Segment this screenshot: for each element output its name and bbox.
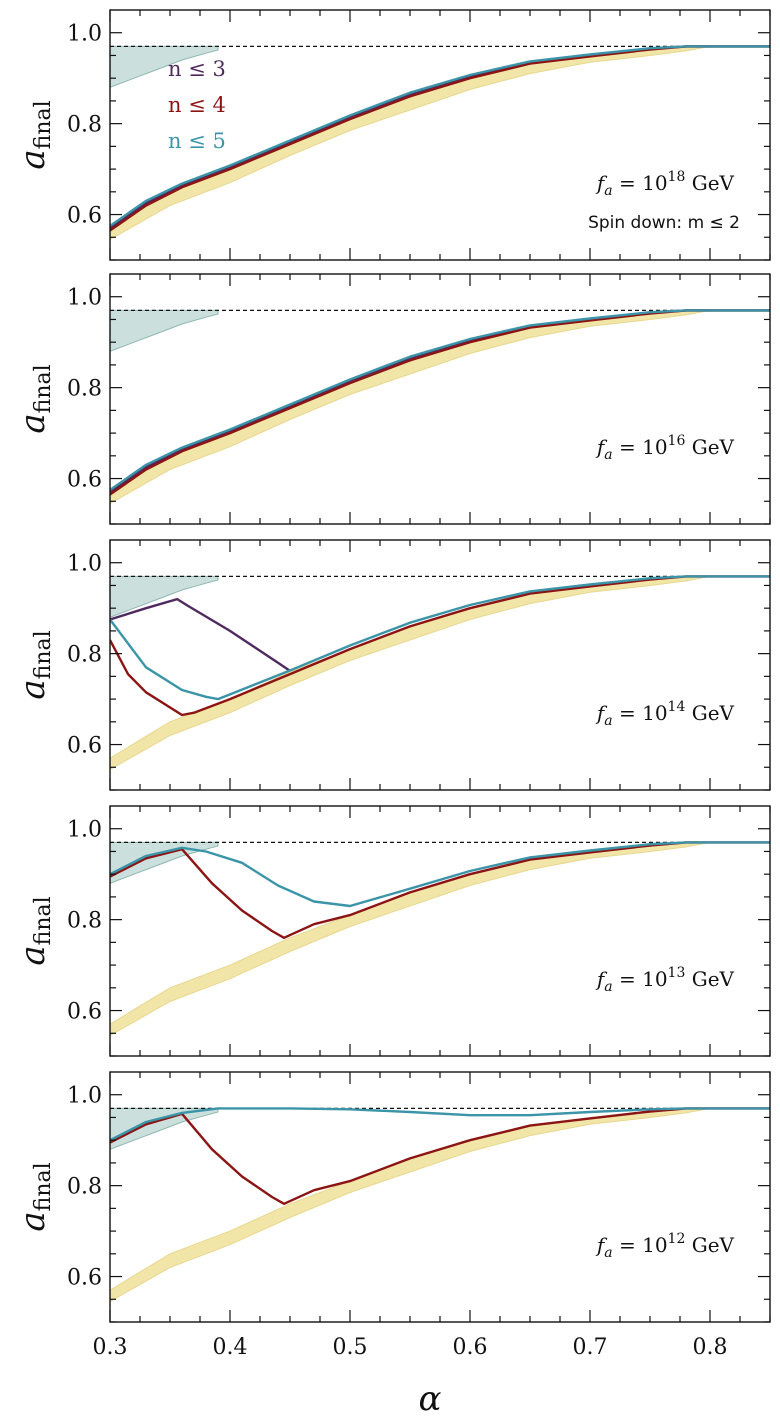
legend-entry: n ≤ 3 [168,57,226,81]
series-line-n4 [110,1107,770,1206]
y-tick-label: 0.6 [67,1000,102,1025]
y-axis-label-main: a [13,679,53,699]
panel-fa-label: fa = 1018 GeV [595,169,735,199]
spin-band [110,841,770,1037]
y-tick-label: 0.8 [67,1175,102,1200]
series-line-n5 [110,841,770,908]
fa-equals: = 10 [613,435,668,459]
y-tick-label: 0.6 [67,204,102,229]
fa-exponent: 13 [668,965,686,981]
x-tick-label: 0.4 [213,1335,248,1360]
panel-fa-label: fa = 1016 GeV [595,433,735,463]
fa-unit: GeV [685,171,734,195]
x-tick-label: 0.6 [453,1335,488,1360]
panel-fa-label: fa = 1014 GeV [595,699,735,729]
excluded-shade [110,575,219,618]
y-tick-label: 1.0 [67,22,102,47]
y-axis-label-sub: final [31,630,56,679]
y-axis-label-sub: final [31,100,56,149]
fa-equals: = 10 [613,701,668,725]
y-tick-label: 0.6 [67,468,102,493]
y-tick-label: 0.6 [67,734,102,759]
y-axis-label: afinal [13,364,56,433]
fa-exponent: 16 [668,433,686,449]
y-tick-label: 1.0 [67,1084,102,1109]
legend-entry: n ≤ 4 [168,93,226,117]
fa-equals: = 10 [613,1233,668,1257]
series-line-n4 [110,575,770,717]
fa-subscript: a [604,1245,612,1261]
spin-band [110,1107,770,1303]
fa-subscript: a [604,979,612,995]
spin-down-note: Spin down: m ≤ 2 [588,213,740,233]
y-axis-label: afinal [13,100,56,169]
fa-exponent: 14 [668,699,686,715]
fa-exponent: 18 [668,169,686,185]
plot-area [110,575,770,771]
y-axis-label-main: a [13,413,53,433]
y-axis-label: afinal [13,896,56,965]
fa-unit: GeV [685,967,734,991]
legend-entry: n ≤ 5 [168,129,226,153]
series-line-n5 [110,575,770,701]
series-line-n3 [110,597,291,672]
fa-unit: GeV [685,435,734,459]
excluded-shade [110,45,219,88]
plot-area [110,45,770,241]
series-line-n4 [110,309,770,496]
fa-exponent: 12 [668,1231,686,1247]
y-axis-label: afinal [13,1162,56,1231]
fa-equals: = 10 [613,967,668,991]
plot-area [110,309,770,505]
y-axis-label-main: a [13,149,53,169]
x-tick-label: 0.3 [93,1335,128,1360]
plot-area [110,841,770,1037]
x-axis-label: α [419,1379,442,1419]
series-line-n5 [110,309,770,491]
excluded-shade [110,1107,219,1150]
excluded-shade [110,841,219,884]
y-tick-label: 1.0 [67,286,102,311]
spin-band [110,309,770,505]
fa-unit: GeV [685,701,734,725]
series-line-n4 [110,45,770,232]
y-tick-label: 1.0 [67,818,102,843]
y-tick-label: 0.6 [67,1266,102,1291]
excluded-shade [110,309,219,352]
y-tick-label: 0.8 [67,377,102,402]
series-line-n5 [110,45,770,227]
y-axis-label: afinal [13,630,56,699]
y-axis-label-main: a [13,1211,53,1231]
x-tick-label: 0.8 [693,1335,728,1360]
spin-band [110,575,770,771]
y-axis-label-sub: final [31,364,56,413]
y-axis-label-sub: final [31,1162,56,1211]
series-line-n4 [110,841,770,939]
panel-fa-label: fa = 1013 GeV [595,965,735,995]
y-tick-label: 0.8 [67,113,102,138]
fa-subscript: a [604,183,612,199]
fa-subscript: a [604,713,612,729]
y-tick-label: 1.0 [67,552,102,577]
y-axis-label-sub: final [31,896,56,945]
panel-fa-label: fa = 1012 GeV [595,1231,735,1261]
fa-subscript: a [604,447,612,463]
y-tick-label: 0.8 [67,909,102,934]
series-line-n3 [110,309,770,494]
series-line-n5 [110,1107,770,1142]
fa-unit: GeV [685,1233,734,1257]
y-tick-label: 0.8 [67,643,102,668]
fa-equals: = 10 [613,171,668,195]
plot-area [110,1107,770,1303]
x-tick-label: 0.7 [573,1335,608,1360]
x-tick-label: 0.5 [333,1335,368,1360]
y-axis-label-main: a [13,945,53,965]
